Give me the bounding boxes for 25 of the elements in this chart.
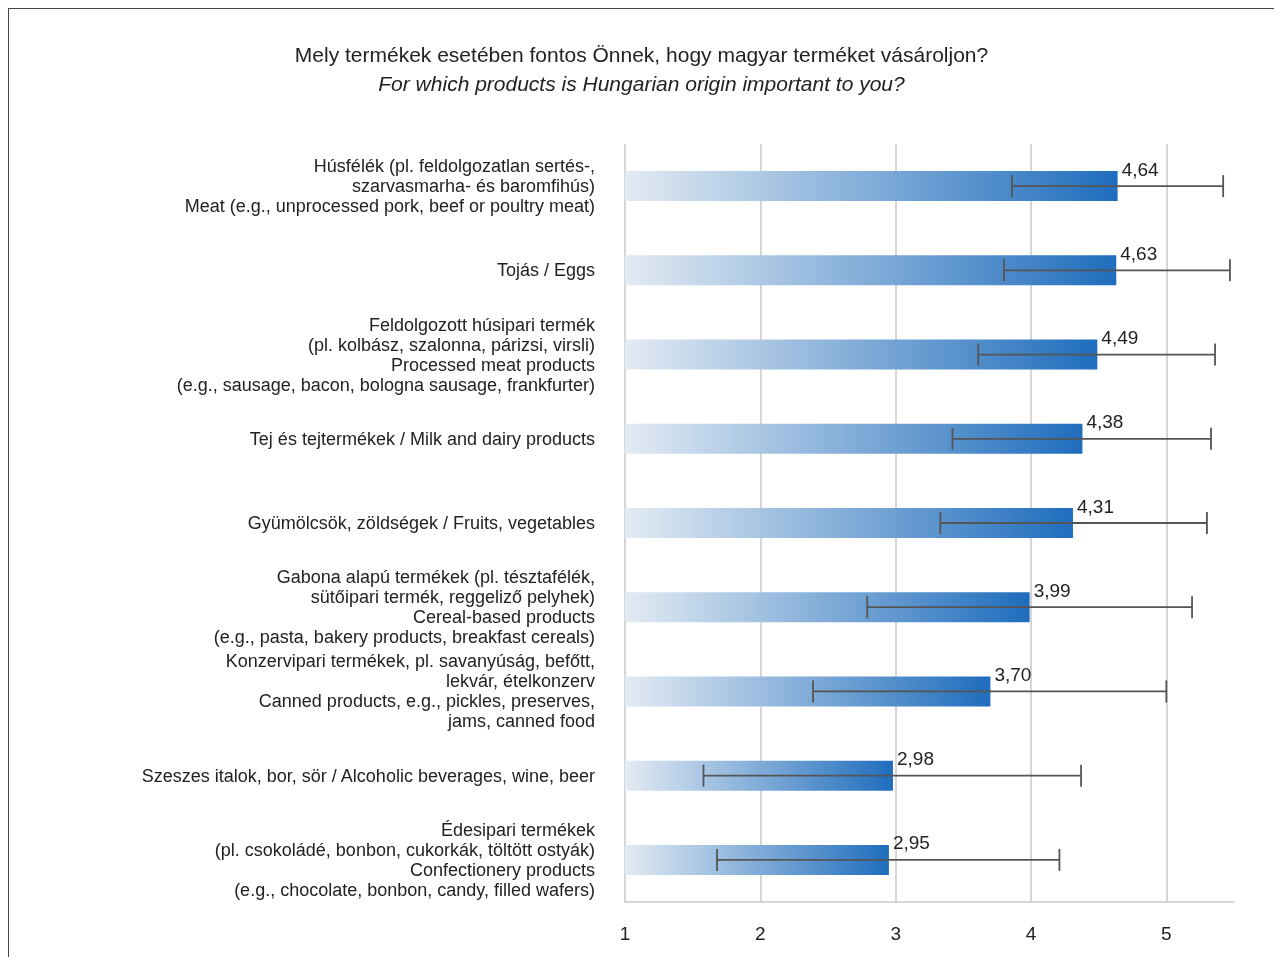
chart-title: Mely termékek esetében fontos Önnek, hogy magyar terméket vásároljon? <box>294 43 989 66</box>
data-label: 2,95 <box>892 832 930 854</box>
data-label: 3,99 <box>1033 579 1071 601</box>
data-label: 4,38 <box>1086 411 1124 433</box>
x-tick-label: 4 <box>1025 923 1037 944</box>
x-tick-label: 3 <box>890 923 901 944</box>
data-label: 2,98 <box>896 748 934 770</box>
y-tick-label: Gyümölcsök, zöldségek / Fruits, vegetables <box>247 513 595 533</box>
chart-subtitle: For which products is Hungarian origin important to you? <box>378 72 906 95</box>
y-tick-label: Édesipari termékek (pl. csokoládé, bonbon, cukorkák, töltött ostyák) Confectionery products (e.g., chocolate, bonbon, candy, filled wafers) <box>214 819 596 900</box>
data-label: 4,63 <box>1120 242 1158 264</box>
y-tick-label: Konzervipari termékek, pl. savanyúság, befőtt, lekvár, ételkonzerv Canned products, e.g., pickles, preserves, jams, canned food <box>225 651 595 732</box>
y-tick-label: Szeszes italok, bor, sör / Alcoholic beverages, wine, beer <box>141 765 596 786</box>
y-tick-label: Feldolgozott húsipari termék (pl. kolbász, szalonna, párizsi, virsli) Processed meat products (e.g., sausage, bacon, bologna sausage, frankfurter) <box>176 314 596 395</box>
y-tick-label: Húsfélék (pl. feldolgozatlan sertés-, szarvasmarha- és baromfihús) Meat (e.g., unprocessed pork, beef or poultry meat) <box>184 156 595 217</box>
data-label: 4,31 <box>1076 495 1114 517</box>
y-tick-label: Gabona alapú termékek (pl. tésztafélék, sütőipari termék, reggeliző pelyhek) Cereal-based products (e.g., pasta, bakery products, breakfast cereals) <box>213 567 595 648</box>
x-tick-label: 5 <box>1161 923 1172 944</box>
data-label: 4,64 <box>1121 158 1160 180</box>
x-tick-label: 2 <box>755 923 766 944</box>
y-tick-label: Tojás / Eggs <box>496 260 595 281</box>
x-tick-label: 1 <box>619 923 631 944</box>
data-label: 3,70 <box>994 663 1032 685</box>
data-label: 4,49 <box>1101 327 1139 349</box>
y-tick-label: Tej és tejtermékek / Milk and dairy products <box>249 428 595 449</box>
